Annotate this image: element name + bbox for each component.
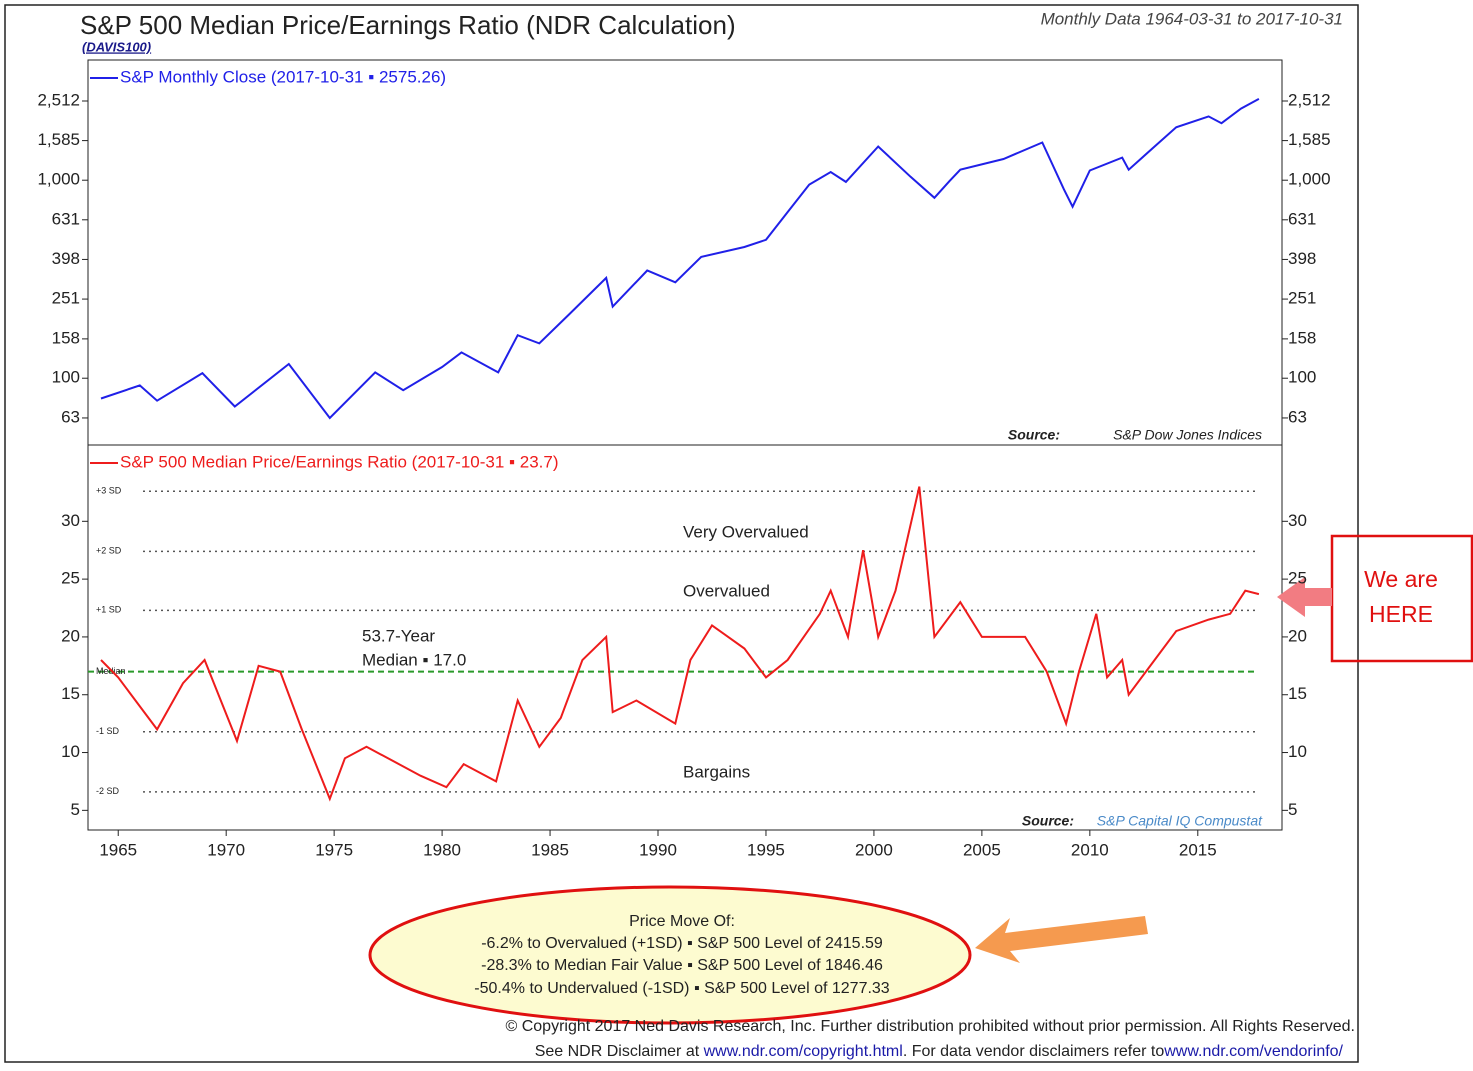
y2-tick-label: 631: [1288, 209, 1316, 228]
y2-tick-label: 30: [1288, 511, 1307, 530]
link[interactable]: www.ndr.com/copyright.html: [703, 1043, 903, 1060]
y-tick-label: 100: [52, 368, 80, 387]
reference-label: -2 SD: [96, 786, 120, 796]
y2-tick-label: 63: [1288, 407, 1307, 426]
y2-tick-label: 398: [1288, 249, 1316, 268]
y2-tick-label: 10: [1288, 742, 1307, 761]
y2-tick-label: 20: [1288, 626, 1307, 645]
here-text: We are: [1364, 566, 1438, 592]
line: [100, 486, 1260, 802]
y2-tick-label: 5: [1288, 800, 1297, 819]
legend-label: S&P 500 Median Price/Earnings Ratio (201…: [120, 452, 559, 471]
here-text: HERE: [1369, 601, 1433, 627]
reference-label: +1 SD: [96, 605, 122, 615]
y2-tick-label: 1,000: [1288, 170, 1331, 189]
y-tick-label: 251: [52, 289, 80, 308]
x-tick-label: 1990: [639, 840, 677, 859]
source: S&P Dow Jones Indices: [1113, 427, 1262, 443]
annotation: Median ▪ 17.0: [362, 650, 466, 669]
reference-label: +2 SD: [96, 546, 122, 556]
x-tick-label: 2005: [963, 840, 1001, 859]
y2-tick-label: 25: [1288, 569, 1307, 588]
price-move-ellipse: [368, 885, 972, 1025]
annotation: Overvalued: [683, 581, 770, 600]
annotation: Very Overvalued: [683, 522, 809, 541]
source-label: Source:: [1008, 427, 1060, 443]
x-tick-label: 2010: [1071, 840, 1109, 859]
here-arrow: [1277, 577, 1332, 617]
x-tick-label: 1995: [747, 840, 785, 859]
y-tick-label: 30: [61, 511, 80, 530]
disclaimer-text: See NDR Disclaimer at: [535, 1043, 704, 1060]
price-move-text: -6.2% to Overvalued (+1SD) ▪ S&P 500 Lev…: [481, 935, 883, 952]
y2-tick-label: 2,512: [1288, 90, 1331, 109]
here-box: [1330, 534, 1473, 663]
x-tick-label: 2015: [1179, 840, 1217, 859]
x-tick-label: 2000: [855, 840, 893, 859]
x-tick-label: 1965: [99, 840, 137, 859]
y-tick-label: 5: [71, 800, 80, 819]
copyright: © Copyright 2017 Ned Davis Research, Inc…: [505, 1018, 1355, 1035]
frame: [4, 4, 1359, 1063]
y-tick-label: 1,000: [37, 170, 80, 189]
reference-label: +3 SD: [96, 486, 122, 496]
code: (DAVIS100): [82, 39, 151, 54]
price-move-text: Price Move Of:: [629, 913, 735, 930]
price-move-text: -50.4% to Undervalued (-1SD) ▪ S&P 500 L…: [474, 980, 890, 997]
legend-label: S&P Monthly Close (2017-10-31 ▪ 2575.26): [120, 67, 446, 86]
x-tick-label: 1985: [531, 840, 569, 859]
y-tick-label: 20: [61, 626, 80, 645]
y-tick-label: 63: [61, 407, 80, 426]
y-tick-label: 1,585: [37, 130, 80, 149]
y-tick-label: 2,512: [37, 90, 80, 109]
source-label: Source:: [1022, 813, 1074, 829]
y-tick-label: 158: [52, 328, 80, 347]
x-tick-label: 1970: [207, 840, 245, 859]
y-tick-label: 15: [61, 684, 80, 703]
orange-arrow: [975, 916, 1148, 963]
y-tick-label: 25: [61, 569, 80, 588]
annotation: 53.7-Year: [362, 626, 435, 645]
y-tick-label: 398: [52, 249, 80, 268]
source: S&P Capital IQ Compustat: [1097, 813, 1263, 829]
title: S&P 500 Median Price/Earnings Ratio (NDR…: [80, 10, 736, 40]
disclaimer: See NDR Disclaimer at www.ndr.com/copyri…: [535, 1043, 1344, 1060]
y2-tick-label: 158: [1288, 328, 1316, 347]
y-tick-label: 10: [61, 742, 80, 761]
y2-tick-label: 15: [1288, 684, 1307, 703]
y2-tick-label: 1,585: [1288, 130, 1331, 149]
link[interactable]: www.ndr.com/vendorinfo/: [1163, 1043, 1343, 1060]
disclaimer-text: . For data vendor disclaimers refer to: [903, 1043, 1165, 1060]
date-range: Monthly Data 1964-03-31 to 2017-10-31: [1041, 9, 1343, 28]
line: [100, 98, 1260, 420]
annotation: Bargains: [683, 762, 750, 781]
x-tick-label: 1975: [315, 840, 353, 859]
y2-tick-label: 251: [1288, 289, 1316, 308]
x-tick-label: 1980: [423, 840, 461, 859]
reference-label: -1 SD: [96, 726, 120, 736]
price-move-text: -28.3% to Median Fair Value ▪ S&P 500 Le…: [481, 957, 883, 974]
y2-tick-label: 100: [1288, 368, 1316, 387]
y-tick-label: 631: [52, 209, 80, 228]
